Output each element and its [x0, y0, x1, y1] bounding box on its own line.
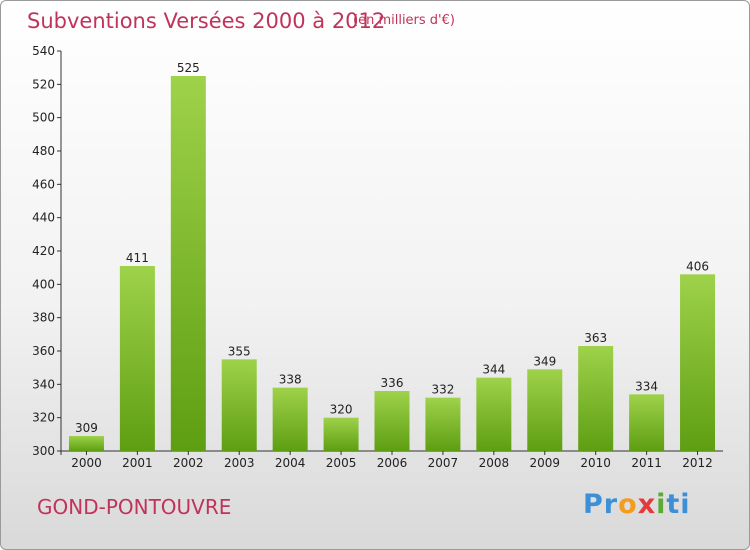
x-tick-label: 2002	[173, 456, 204, 470]
bar-value-label: 336	[381, 376, 404, 390]
bar	[425, 397, 461, 451]
logo-letter: r	[603, 489, 619, 520]
bar	[476, 377, 512, 451]
bar	[374, 391, 410, 451]
bar-value-label: 320	[330, 403, 353, 417]
y-tick-label: 500	[32, 111, 55, 125]
x-tick-label: 2005	[326, 456, 357, 470]
y-tick-label: 400	[32, 277, 55, 291]
x-tick-label: 2000	[71, 456, 102, 470]
bar-value-label: 525	[177, 61, 200, 75]
bar-value-label: 334	[635, 379, 658, 393]
bar	[629, 394, 665, 451]
bar	[323, 417, 359, 451]
chart-subtitle: (en milliers d'€)	[353, 13, 455, 28]
bar	[527, 369, 563, 451]
bar	[119, 266, 155, 451]
logo-letter: P	[583, 489, 604, 520]
bar	[680, 274, 716, 451]
logo-letter: i	[656, 489, 667, 520]
x-tick-label: 2003	[224, 456, 255, 470]
bar-value-label: 332	[431, 383, 454, 397]
bar	[68, 436, 104, 451]
bar-value-label: 363	[584, 331, 607, 345]
bar-value-label: 349	[533, 354, 556, 368]
y-tick-label: 300	[32, 444, 55, 458]
bar-value-label: 309	[75, 421, 98, 435]
bar-value-label: 338	[279, 373, 302, 387]
commune-name: GOND-PONTOUVRE	[37, 495, 232, 519]
y-tick-label: 460	[32, 177, 55, 191]
y-tick-label: 320	[32, 411, 55, 425]
y-tick-label: 340	[32, 377, 55, 391]
y-tick-label: 360	[32, 344, 55, 358]
logo-letter: ti	[666, 489, 691, 520]
x-tick-label: 2001	[122, 456, 153, 470]
bar	[221, 359, 257, 451]
bar-value-label: 406	[686, 259, 709, 273]
bar	[170, 76, 206, 451]
bar	[578, 346, 614, 451]
x-tick-label: 2010	[580, 456, 611, 470]
x-tick-label: 2008	[479, 456, 510, 470]
logo-letter: o	[618, 489, 638, 520]
bar-value-label: 344	[482, 363, 505, 377]
x-tick-label: 2011	[631, 456, 662, 470]
y-tick-label: 520	[32, 77, 55, 91]
chart-title: Subventions Versées 2000 à 2012	[27, 9, 386, 33]
x-tick-label: 2004	[275, 456, 306, 470]
y-tick-label: 420	[32, 244, 55, 258]
y-tick-label: 540	[32, 44, 55, 58]
y-tick-label: 440	[32, 211, 55, 225]
x-tick-label: 2009	[529, 456, 560, 470]
logo-letter: x	[637, 489, 657, 520]
y-tick-label: 380	[32, 311, 55, 325]
x-tick-label: 2012	[682, 456, 713, 470]
x-tick-label: 2006	[377, 456, 408, 470]
bar-value-label: 411	[126, 251, 149, 265]
proxiti-logo: Proxiti	[583, 489, 691, 520]
bar	[272, 387, 308, 451]
y-tick-label: 480	[32, 144, 55, 158]
bar-value-label: 355	[228, 344, 251, 358]
x-tick-label: 2007	[428, 456, 459, 470]
